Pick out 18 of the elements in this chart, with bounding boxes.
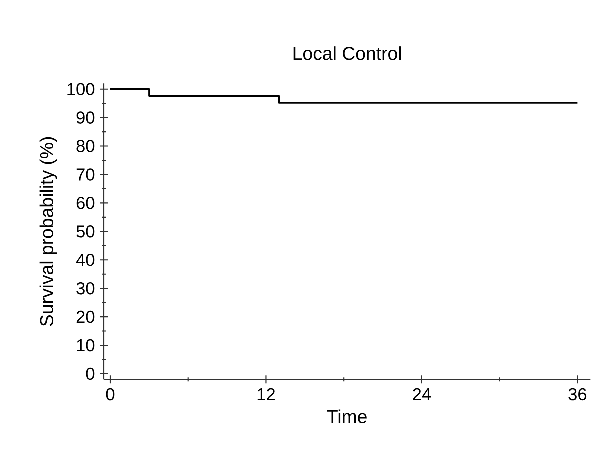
- y-tick-label: 60: [76, 197, 95, 210]
- y-tick-label: 90: [76, 112, 95, 124]
- x-tick-label: 36: [568, 388, 587, 401]
- y-tick-label: 20: [76, 310, 95, 324]
- y-axis-title: Survival probability (%): [40, 137, 58, 326]
- y-tick-label: 30: [76, 282, 95, 295]
- y-tick-label: 10: [77, 339, 95, 352]
- chart-title: Local Control: [294, 46, 402, 60]
- y-tick-label: 50: [76, 226, 95, 238]
- y-tick-label: 40: [76, 254, 95, 266]
- y-tick-label: 80: [76, 140, 95, 152]
- y-tick-label: 100: [68, 83, 95, 96]
- x-tick-label: 0: [106, 388, 115, 401]
- y-tick-label: 0: [86, 368, 95, 380]
- x-axis-title: Time: [327, 410, 367, 424]
- y-tick-label: 70: [76, 168, 95, 181]
- x-tick-label: 24: [413, 388, 432, 400]
- x-tick-label: 12: [258, 388, 275, 400]
